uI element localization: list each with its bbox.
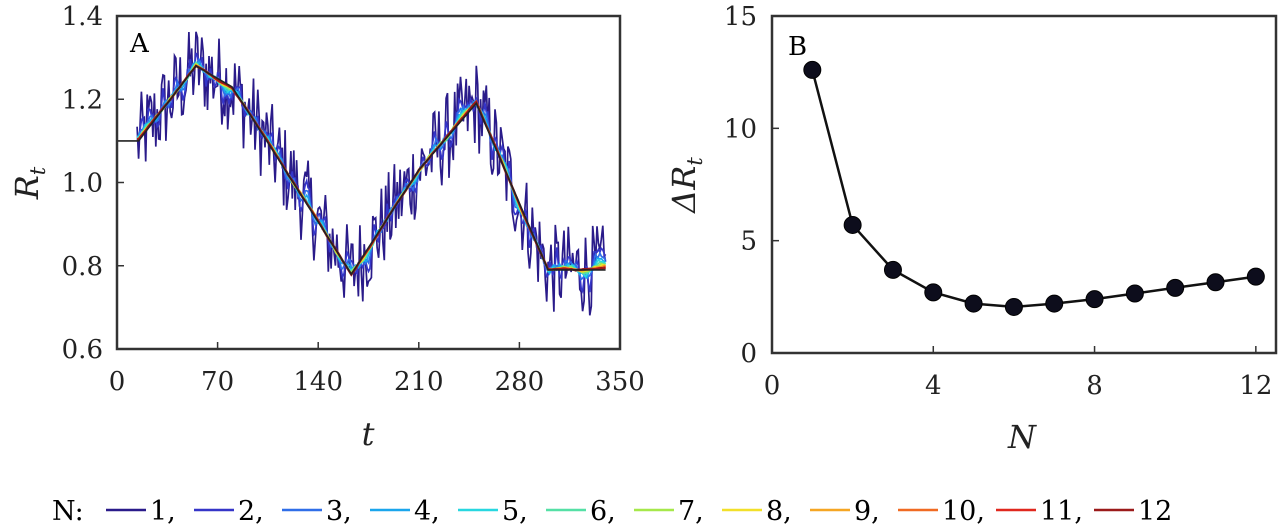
- panel-b-x-tick-label: 0: [764, 371, 781, 401]
- panel-b-point: [883, 260, 902, 279]
- panel-b-points: [803, 60, 1265, 316]
- panel-a-reference-line: [117, 64, 606, 276]
- legend-label: 11,: [1040, 496, 1083, 527]
- svg-text:ΔRt: ΔRt: [665, 157, 707, 215]
- panel-a-y-tick-label: 1.2: [62, 85, 103, 115]
- panel-b-point: [1166, 278, 1185, 297]
- panel-b-point: [843, 215, 862, 234]
- panel-a-y-label: Rt: [8, 166, 50, 200]
- panel-a-x-ticks: 0 70 140 210 280 350: [109, 342, 645, 397]
- legend-label: 10,: [942, 496, 985, 527]
- panel-a-y-tick-label: 1.4: [62, 2, 103, 32]
- panel-a-x-tick-label: 140: [293, 367, 343, 397]
- panel-a-x-tick-label: 70: [201, 367, 234, 397]
- panel-b-point: [1125, 284, 1144, 303]
- legend-label: 3,: [326, 496, 352, 527]
- panel-b-x-tick-label: 4: [925, 371, 942, 401]
- panel-b-x-tick-label: 12: [1239, 371, 1272, 401]
- legend-label: 4,: [414, 496, 440, 527]
- panel-a-y-ticks: 0.6 0.8 1.0 1.2 1.4: [62, 2, 124, 365]
- panel-a-y-label-main: R: [8, 175, 46, 200]
- panel-b-y-label: ΔRt: [665, 157, 707, 215]
- legend-title: N:: [52, 496, 84, 527]
- panel-b-y-label-main: ΔR: [665, 166, 703, 215]
- svg-text:Rt: Rt: [8, 166, 50, 200]
- panel-b-point: [964, 294, 983, 313]
- panel-b-y-label-sub: t: [683, 157, 707, 166]
- panel-a-x-tick-label: 350: [595, 367, 645, 397]
- panel-b-letter: B: [788, 32, 807, 62]
- panel-b-y-tick-label: 5: [740, 227, 757, 257]
- legend: N: 1, 2, 3, 4, 5, 6, 7, 8, 9, 10, 11, 12: [52, 496, 1172, 527]
- panel-a-y-tick-label: 0.8: [62, 252, 103, 282]
- panel-b-y-tick-label: 15: [724, 2, 757, 32]
- panel-a-letter: A: [129, 29, 150, 59]
- panel-b-x-label: N: [1007, 418, 1037, 456]
- panel-b-point: [924, 283, 943, 302]
- legend-label: 8,: [766, 496, 792, 527]
- panel-b-point: [1085, 290, 1104, 309]
- panel-b-point: [803, 60, 822, 79]
- panel-b-x-tick-label: 8: [1086, 371, 1103, 401]
- panel-b-point: [1045, 294, 1064, 313]
- panel-a-y-tick-label: 1.0: [62, 169, 103, 199]
- panel-b-frame: [770, 14, 1278, 355]
- panel-a-y-label-sub: t: [26, 166, 50, 175]
- panel-a-series-group: [136, 31, 607, 316]
- legend-label: 5,: [502, 496, 528, 527]
- panel-a-x-tick-label: 280: [495, 367, 545, 397]
- legend-label: 2,: [238, 496, 264, 527]
- legend-label: 1,: [150, 496, 176, 527]
- panel-b-line: [811, 69, 1256, 309]
- panel-b-y-ticks: 0 5 10 15: [724, 2, 779, 369]
- panel-a-x-tick-label: 0: [109, 367, 126, 397]
- panel-b: 0 4 8 12 0 5 10 15 B N ΔRt: [665, 2, 1278, 456]
- panel-b-y-tick-label: 10: [724, 114, 757, 144]
- panel-b-point: [1246, 267, 1265, 286]
- panel-a-x-tick-label: 210: [394, 367, 444, 397]
- panel-b-point: [1206, 273, 1225, 292]
- legend-label: 9,: [854, 496, 880, 527]
- panel-b-y-tick-label: 0: [740, 339, 757, 369]
- panel-b-point: [1004, 297, 1023, 316]
- panel-a: 0 70 140 210 280 350 0.6 0.8 1.0 1.2 1.4 A t Rt: [8, 2, 645, 453]
- panel-b-x-ticks: 0 4 8 12: [764, 346, 1272, 401]
- legend-label: 6,: [590, 496, 616, 527]
- legend-label: 12: [1138, 496, 1172, 527]
- panel-a-x-label: t: [362, 415, 375, 453]
- legend-label: 7,: [678, 496, 704, 527]
- panel-a-y-tick-label: 0.6: [62, 335, 103, 365]
